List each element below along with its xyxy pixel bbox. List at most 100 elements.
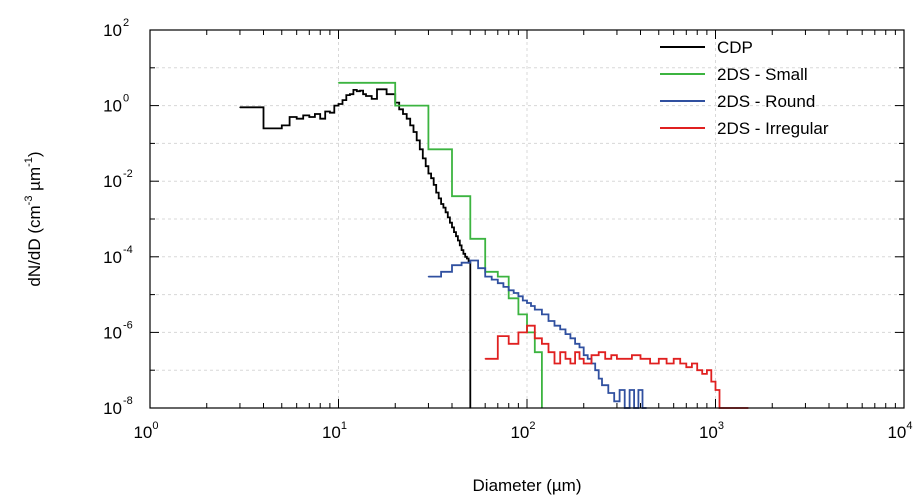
y-tick-label-exp: 0 <box>123 93 129 105</box>
x-tick-label-base: 10 <box>133 423 152 442</box>
y-tick-label: 10 <box>103 97 122 116</box>
series-point-1 <box>469 238 471 240</box>
series-point-3 <box>534 337 536 339</box>
series-point-0 <box>349 93 351 95</box>
x-tick-label-exp: 4 <box>906 420 912 432</box>
y-axis-title-exp1: -3 <box>23 196 35 206</box>
series-point-3 <box>658 358 660 360</box>
y-axis-title-mid: µm <box>25 167 44 196</box>
y-tick-label-exp: -2 <box>123 168 133 180</box>
series-point-0 <box>289 116 291 118</box>
y-tick-label-exp: -8 <box>123 395 133 407</box>
series-point-3 <box>559 351 561 353</box>
series-point-2 <box>574 343 576 345</box>
series-point-2 <box>583 354 585 356</box>
series-point-3 <box>631 354 633 356</box>
series-point-2 <box>613 400 615 402</box>
series-point-2 <box>477 267 479 269</box>
y-tick-label-exp: -6 <box>123 319 133 331</box>
series-line-0 <box>239 88 472 408</box>
series-point-2 <box>578 346 581 348</box>
series-point-3 <box>564 358 567 360</box>
y-tick-label: 10 <box>103 248 122 267</box>
y-axis-title-exp2: -1 <box>23 157 35 167</box>
series-point-0 <box>281 124 283 126</box>
series-point-3 <box>569 362 572 365</box>
series-point-0 <box>262 127 265 129</box>
series-point-2 <box>461 262 463 264</box>
x-tick-label-base: 10 <box>510 423 529 442</box>
y-axis-title-base: dN/dD (cm <box>25 205 44 286</box>
series-point-0 <box>459 244 461 246</box>
y-axis-title-end: ) <box>25 151 44 157</box>
series-point-0 <box>329 112 331 114</box>
series-point-0 <box>430 177 432 179</box>
series-point-2 <box>530 305 532 307</box>
legend: CDP 2DS - Small 2DS - Round 2DS - Irregu… <box>660 38 829 138</box>
series-point-3 <box>484 358 486 360</box>
x-tick-label: 104 <box>887 420 912 442</box>
series-point-2 <box>469 259 471 262</box>
series-point-0 <box>412 131 415 133</box>
gridlines <box>150 30 904 408</box>
series-point-3 <box>610 354 612 356</box>
series-point-2 <box>629 389 631 391</box>
series-point-1 <box>497 276 499 278</box>
series-point-0 <box>449 222 451 224</box>
legend-label-2ds-irregular: 2DS - Irregular <box>717 119 829 138</box>
series-point-0 <box>341 99 344 101</box>
series-point-0 <box>419 148 421 150</box>
series-line-1 <box>338 81 543 408</box>
series-point-2 <box>427 276 429 278</box>
series-line-2 <box>428 259 647 409</box>
series-point-3 <box>666 362 668 365</box>
series-point-1 <box>541 369 543 371</box>
series-point-2 <box>607 392 609 394</box>
x-tick-label-exp: 3 <box>718 420 724 432</box>
y-tick-label-base: 10 <box>103 399 122 418</box>
x-tick-label-exp: 1 <box>341 420 347 432</box>
y-tick-label: 10 <box>103 172 122 191</box>
series-point-1 <box>394 105 396 107</box>
series-point-3 <box>590 354 593 356</box>
series-point-0 <box>337 103 340 105</box>
series-point-2 <box>587 358 589 360</box>
series-point-2 <box>559 328 561 330</box>
series-point-0 <box>356 90 358 92</box>
x-tick-label-exp: 0 <box>152 420 158 432</box>
series-point-3 <box>541 343 543 345</box>
series-point-3 <box>598 351 600 353</box>
series-point-3 <box>574 351 576 353</box>
series-point-3 <box>706 369 708 371</box>
series-point-0 <box>469 264 471 266</box>
series-point-0 <box>359 90 361 92</box>
series-line-3 <box>485 324 749 409</box>
series-point-2 <box>484 276 486 278</box>
series-point-0 <box>445 211 447 213</box>
series-point-0 <box>461 249 463 251</box>
series-point-0 <box>409 124 411 126</box>
series-point-2 <box>440 271 442 273</box>
series-point-3 <box>604 358 606 360</box>
series-point-3 <box>547 351 550 353</box>
series-point-0 <box>457 239 459 242</box>
y-tick-label: 10 <box>103 399 122 418</box>
series-point-0 <box>422 157 424 159</box>
series-point-0 <box>398 108 400 110</box>
x-tick-label-base: 10 <box>887 423 906 442</box>
series-point-1 <box>451 195 453 197</box>
series-point-0 <box>352 89 354 91</box>
series-point-3 <box>696 369 698 371</box>
series-point-0 <box>438 197 440 199</box>
series-point-2 <box>522 299 524 302</box>
series-point-3 <box>714 389 717 391</box>
series-point-0 <box>239 106 241 108</box>
series-point-2 <box>601 384 603 386</box>
series-point-0 <box>451 226 453 228</box>
series-point-1 <box>517 313 520 315</box>
series-point-1 <box>508 297 510 299</box>
series-point-2 <box>513 292 515 294</box>
series-point-0 <box>296 118 298 120</box>
series-point-0 <box>333 105 335 107</box>
